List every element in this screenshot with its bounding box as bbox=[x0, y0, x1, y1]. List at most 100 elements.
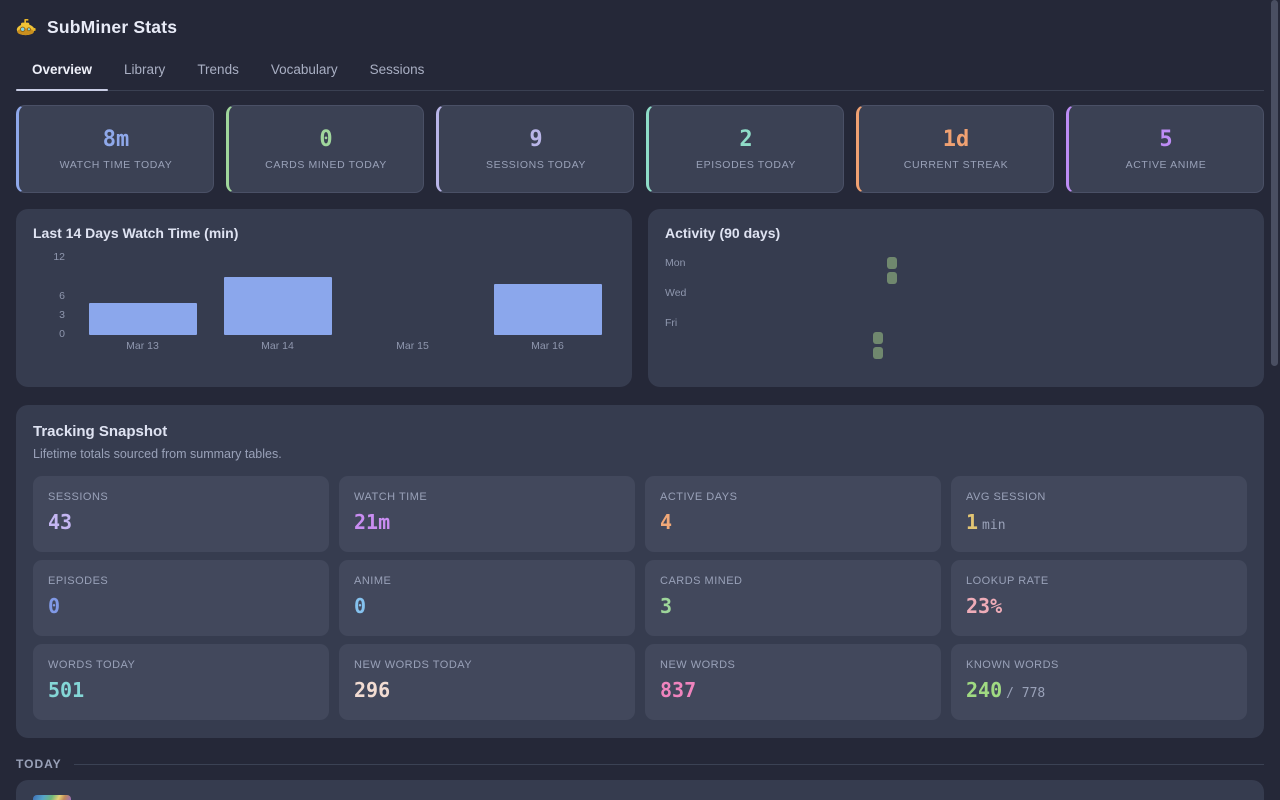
chart-y-axis: 0 3 6 12 bbox=[33, 251, 75, 340]
tracking-card-value-row: 501 bbox=[48, 678, 314, 702]
stat-card-sessions-today: 9 SESSIONS TODAY bbox=[436, 105, 634, 193]
tracking-card-value: 837 bbox=[660, 678, 697, 702]
tracking-card-label: AVG SESSION bbox=[966, 491, 1046, 503]
activity-title: Activity (90 days) bbox=[665, 225, 781, 241]
tracking-card-label: LOOKUP RATE bbox=[966, 575, 1049, 587]
tracking-title: Tracking Snapshot bbox=[33, 423, 168, 440]
heatmap-cell-active bbox=[873, 332, 883, 344]
tracking-card-label: WORDS TODAY bbox=[48, 659, 136, 671]
y-tick-label: 12 bbox=[53, 251, 65, 264]
tracking-card-value: 21m bbox=[354, 510, 391, 534]
y-tick-label: 3 bbox=[59, 308, 65, 321]
tracking-card-value-row: 0 bbox=[48, 594, 314, 618]
stat-label: CURRENT STREAK bbox=[903, 159, 1009, 171]
stat-value: 8m bbox=[102, 127, 130, 152]
tracking-card-label: ANIME bbox=[354, 575, 392, 587]
bar-slot bbox=[480, 251, 615, 335]
stat-label: EPISODES TODAY bbox=[695, 159, 796, 171]
tracking-card-suffix: min bbox=[982, 518, 1006, 533]
heatmap-cell-active bbox=[887, 257, 897, 269]
stat-card-current-streak: 1d CURRENT STREAK bbox=[856, 105, 1054, 193]
vertical-scrollbar-thumb[interactable] bbox=[1271, 0, 1278, 366]
today-session-item[interactable] bbox=[16, 780, 1264, 800]
activity-heatmap: Mon Wed Fri bbox=[665, 257, 1247, 367]
activity-panel: Activity (90 days) Mon Wed Fri bbox=[648, 209, 1264, 387]
tracking-card-avg-session: AVG SESSION 1 min bbox=[951, 476, 1247, 552]
stat-value: 0 bbox=[319, 127, 333, 152]
x-tick-label: Mar 15 bbox=[396, 340, 429, 352]
tracking-card-value: 3 bbox=[660, 594, 673, 618]
tracking-card-label: EPISODES bbox=[48, 575, 109, 587]
stat-label: WATCH TIME TODAY bbox=[59, 159, 173, 171]
tab-sessions[interactable]: Sessions bbox=[354, 56, 441, 90]
tracking-card-value: 0 bbox=[48, 594, 61, 618]
y-tick-label: 0 bbox=[59, 328, 65, 340]
y-tick-label: 6 bbox=[59, 289, 65, 302]
stat-card-active-anime: 5 ACTIVE ANIME bbox=[1066, 105, 1264, 193]
stat-label: CARDS MINED TODAY bbox=[265, 159, 387, 171]
tracking-card-value-row: 240/ 778 bbox=[966, 678, 1232, 702]
bar-mar-13 bbox=[88, 303, 197, 335]
bar-slot bbox=[210, 251, 345, 335]
tracking-card-new-words: NEW WORDS 837 bbox=[645, 644, 941, 720]
stat-card-watch-time-today: 8m WATCH TIME TODAY bbox=[16, 105, 214, 193]
today-stats-row: 8m WATCH TIME TODAY 0 CARDS MINED TODAY 9 SES… bbox=[16, 105, 1264, 193]
x-tick-label: Mar 14 bbox=[261, 340, 294, 352]
nav-tabs: Overview Library Trends Vocabulary Sessions bbox=[16, 56, 1264, 91]
charts-row: Last 14 Days Watch Time (min) 0 3 6 12 Mar … bbox=[16, 209, 1264, 387]
tracking-card-value: 240 bbox=[966, 678, 1003, 702]
bar-mar-14 bbox=[223, 277, 332, 335]
bar-slot bbox=[345, 251, 480, 335]
stat-label: ACTIVE ANIME bbox=[1125, 159, 1207, 171]
stat-value: 2 bbox=[739, 127, 753, 152]
stat-value: 1d bbox=[942, 127, 970, 152]
today-label: TODAY bbox=[16, 757, 62, 771]
tracking-card-value-row: 21m bbox=[354, 510, 620, 534]
tracking-card-value-row: 0 bbox=[354, 594, 620, 618]
stat-card-episodes-today: 2 EPISODES TODAY bbox=[646, 105, 844, 193]
tracking-card-new-words-today: NEW WORDS TODAY 296 bbox=[339, 644, 635, 720]
tracking-card-label: NEW WORDS bbox=[660, 659, 736, 671]
stat-card-cards-mined-today: 0 CARDS MINED TODAY bbox=[226, 105, 424, 193]
tab-vocabulary[interactable]: Vocabulary bbox=[255, 56, 354, 90]
tracking-card-value-row: 1 min bbox=[966, 510, 1232, 534]
heatmap-cell-active bbox=[873, 347, 883, 359]
today-divider bbox=[73, 763, 1264, 765]
today-section-header: TODAY bbox=[16, 757, 1264, 771]
tab-overview[interactable]: Overview bbox=[16, 56, 109, 91]
tracking-card-value-row: 43 bbox=[48, 510, 314, 534]
tracking-card-active-days: ACTIVE DAYS 4 bbox=[645, 476, 941, 552]
tracking-card-label: NEW WORDS TODAY bbox=[354, 659, 473, 671]
tracking-card-value: 501 bbox=[48, 678, 85, 702]
watch-time-chart-panel: Last 14 Days Watch Time (min) 0 3 6 12 Mar … bbox=[16, 209, 632, 387]
tracking-card-watch-time: WATCH TIME 21m bbox=[339, 476, 635, 552]
tracking-card-label: SESSIONS bbox=[48, 491, 109, 503]
tracking-card-suffix: / 778 bbox=[1006, 686, 1046, 701]
tracking-card-cards-mined: CARDS MINED 3 bbox=[645, 560, 941, 636]
tab-trends[interactable]: Trends bbox=[181, 56, 255, 90]
bar-slot bbox=[75, 251, 210, 335]
chart-title: Last 14 Days Watch Time (min) bbox=[33, 225, 239, 241]
anime-thumbnail bbox=[33, 795, 71, 800]
tracking-card-episodes: EPISODES 0 bbox=[33, 560, 329, 636]
heatmap-row-label: Fri bbox=[665, 317, 678, 329]
submarine-icon bbox=[16, 18, 36, 38]
heatmap-row-label: Wed bbox=[665, 287, 687, 299]
tracking-card-value: 1 bbox=[966, 510, 979, 534]
tracking-card-value-row: 23% bbox=[966, 594, 1232, 618]
tracking-subtitle: Lifetime totals sourced from summary tab… bbox=[33, 447, 282, 461]
page-title: SubMiner Stats bbox=[47, 17, 178, 37]
tracking-card-value: 0 bbox=[354, 594, 367, 618]
tracking-card-label: CARDS MINED bbox=[660, 575, 743, 587]
tracking-card-value: 296 bbox=[354, 678, 391, 702]
tracking-card-anime: ANIME 0 bbox=[339, 560, 635, 636]
app-header: SubMiner Stats bbox=[16, 0, 1264, 40]
watch-time-bar-chart: 0 3 6 12 Mar 13 Mar 14 Mar 15 Mar 16 bbox=[33, 251, 615, 352]
x-tick-label: Mar 13 bbox=[126, 340, 159, 352]
tracking-card-value-row: 4 bbox=[660, 510, 926, 534]
tab-library[interactable]: Library bbox=[108, 56, 181, 90]
tracking-card-label: WATCH TIME bbox=[354, 491, 428, 503]
stat-label: SESSIONS TODAY bbox=[485, 159, 586, 171]
tracking-card-value-row: 296 bbox=[354, 678, 620, 702]
